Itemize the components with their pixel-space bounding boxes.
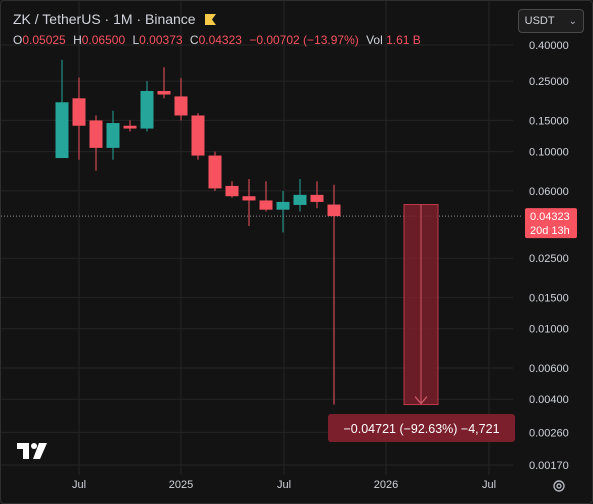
time-tick-label: 2025 [169, 479, 193, 491]
candle-body [123, 125, 137, 129]
gear-icon[interactable] [552, 479, 566, 493]
high-value: 0.06500 [81, 33, 126, 47]
candle [157, 67, 171, 99]
candle-body [225, 185, 239, 197]
price-tick-label: 0.00260 [529, 427, 569, 439]
time-axis: Jul 2025 Jul 2026 Jul [72, 479, 496, 491]
candle-body [174, 96, 188, 116]
candle-body [327, 204, 341, 217]
price-tick-label: 0.00600 [529, 363, 569, 375]
candle-body [276, 201, 290, 210]
ohlc-legend: O0.05025 H0.06500 L0.00373 C0.04323 −0.0… [13, 33, 425, 47]
candle [327, 184, 341, 405]
close-value: 0.04323 [198, 33, 242, 47]
candle [191, 113, 205, 160]
candle-body [89, 120, 103, 148]
open-label: O [13, 33, 23, 47]
candle-body [140, 90, 154, 129]
low-value: 0.00373 [139, 33, 183, 47]
candle-body [55, 102, 69, 159]
grid-lines [1, 1, 523, 475]
price-tag-countdown: 20d 13h [530, 225, 570, 237]
price-tick-label: 0.06000 [529, 186, 569, 198]
time-tick-label: Jul [72, 479, 86, 491]
symbol-title[interactable]: ZK / TetherUS · 1M · Binance [13, 11, 217, 27]
volume-value: 1.61 B [386, 33, 421, 47]
price-tick-label: 0.00400 [529, 394, 569, 406]
price-tick-label: 0.15000 [529, 115, 569, 127]
candle-body [259, 200, 273, 210]
candle [106, 110, 120, 160]
volume-label: Vol [366, 33, 383, 47]
currency-select-button[interactable]: USDT ⌄ [517, 9, 584, 33]
low-label: L [132, 33, 140, 47]
measure-label-text: −0.04721 (−92.63%) −4,721 [343, 422, 499, 436]
time-tick-label: Jul [277, 479, 291, 491]
candle [225, 181, 239, 198]
tradingview-logo-icon[interactable] [17, 441, 49, 461]
price-tick-label: 0.10000 [529, 147, 569, 159]
candle [208, 151, 222, 191]
close-label: C [189, 33, 199, 47]
price-tick-label: 0.00170 [529, 460, 569, 472]
candle [242, 179, 256, 227]
time-tick-label: Jul [482, 479, 496, 491]
candle [72, 77, 86, 160]
candle [293, 179, 307, 212]
candle-body [191, 115, 205, 156]
candle [55, 59, 69, 159]
open-value: 0.05025 [22, 33, 66, 47]
measure-arrow-head [414, 396, 428, 405]
candle [259, 181, 273, 212]
candle [140, 81, 154, 132]
price-tick-label: 0.02500 [529, 253, 569, 265]
candle [89, 115, 103, 171]
price-tick-label: 0.01000 [529, 324, 569, 336]
candle-body [293, 194, 307, 205]
time-tick-label: 2026 [374, 479, 398, 491]
candle [123, 120, 137, 132]
candles [55, 59, 341, 405]
candle [310, 181, 324, 209]
price-axis: 0.40000 0.25000 0.15000 0.10000 0.06000 0.025… [529, 40, 569, 472]
price-tag-value: 0.04323 [530, 211, 570, 223]
candle-body [106, 123, 120, 148]
measure-label-box [328, 414, 515, 442]
price-tag-box [525, 208, 577, 239]
high-label: H [73, 33, 82, 47]
candle-body [157, 90, 171, 95]
candle-body [208, 155, 222, 189]
last-price-tag: 0.04323 20d 13h [525, 208, 577, 239]
chevron-down-icon: ⌄ [568, 15, 577, 27]
candle-body [310, 194, 324, 202]
symbol-title-text[interactable]: ZK / TetherUS · 1M · Binance [13, 11, 196, 27]
price-tick-label: 0.25000 [529, 76, 569, 88]
candle [276, 190, 290, 233]
candle-body [72, 98, 86, 126]
currency-label[interactable]: USDT [524, 15, 555, 27]
price-tick-label: 0.40000 [529, 40, 569, 52]
price-range-measure: −0.04721 (−92.63%) −4,721 [328, 204, 515, 442]
candle [174, 78, 188, 121]
change-value: −0.00702 (−13.97%) [249, 33, 359, 47]
price-tick-label: 0.01500 [529, 293, 569, 305]
candle-body [242, 196, 256, 201]
flag-icon[interactable] [204, 13, 217, 26]
